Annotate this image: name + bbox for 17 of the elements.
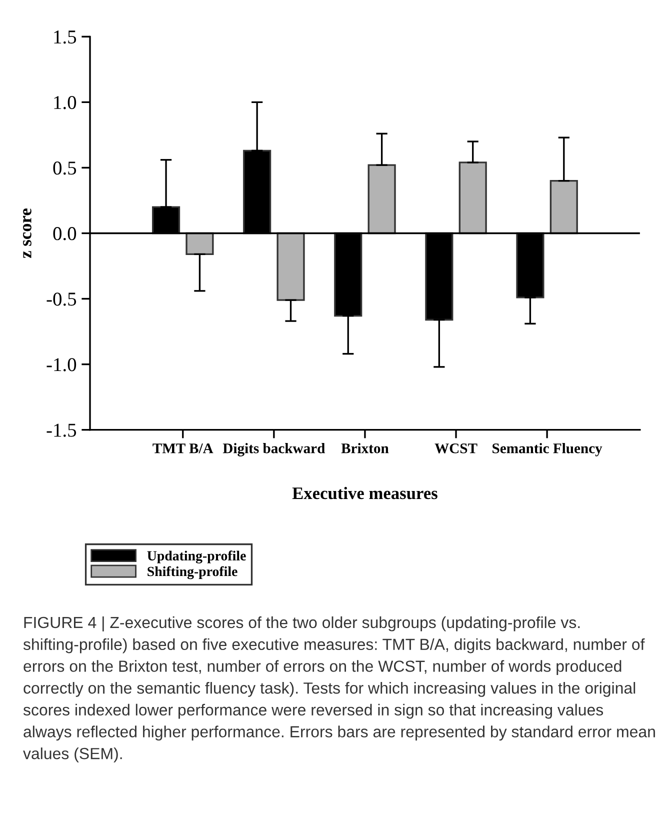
y-tick-label: 0.0 xyxy=(53,227,76,240)
y-tick-label: -0.5 xyxy=(46,292,76,306)
y-tick-label: 1.0 xyxy=(54,96,76,110)
x-tick-label: Semantic Fluency xyxy=(492,443,602,456)
x-tick-label: Digits backward xyxy=(222,443,326,456)
y-tick-label: 1.5 xyxy=(54,30,76,44)
y-tick-label: -1.0 xyxy=(46,358,76,372)
legend-label: Shifting-profile xyxy=(148,566,238,580)
y-axis-title: z score xyxy=(23,208,32,258)
x-tick-label: WCST xyxy=(434,443,478,454)
y-tick-label: 0.5 xyxy=(53,162,76,175)
caption: FIGURE 4 | Z-executive scores of the two older subgroups (updating-profile vs. shifting-profile) based on five executive measures: TMT B/A, digits backward, number of errors on the Brixton test, number of errors on the WCST, number of words produced correctly on the semantic fluency task). Tests for which increasing values in the original scores indexed lower performance were reversed in sign so that increasing values always reflected higher performance. Errors bars are represented by standard error mean values (SEM). xyxy=(23,616,655,762)
x-tick-label: TMT B/A xyxy=(152,444,214,454)
x-tick-label: Brixton xyxy=(341,443,389,454)
y-tick-label: -1.5 xyxy=(46,424,76,437)
legend-label: Updating-profile xyxy=(147,550,246,564)
x-axis-title: Executive measures xyxy=(292,486,438,500)
